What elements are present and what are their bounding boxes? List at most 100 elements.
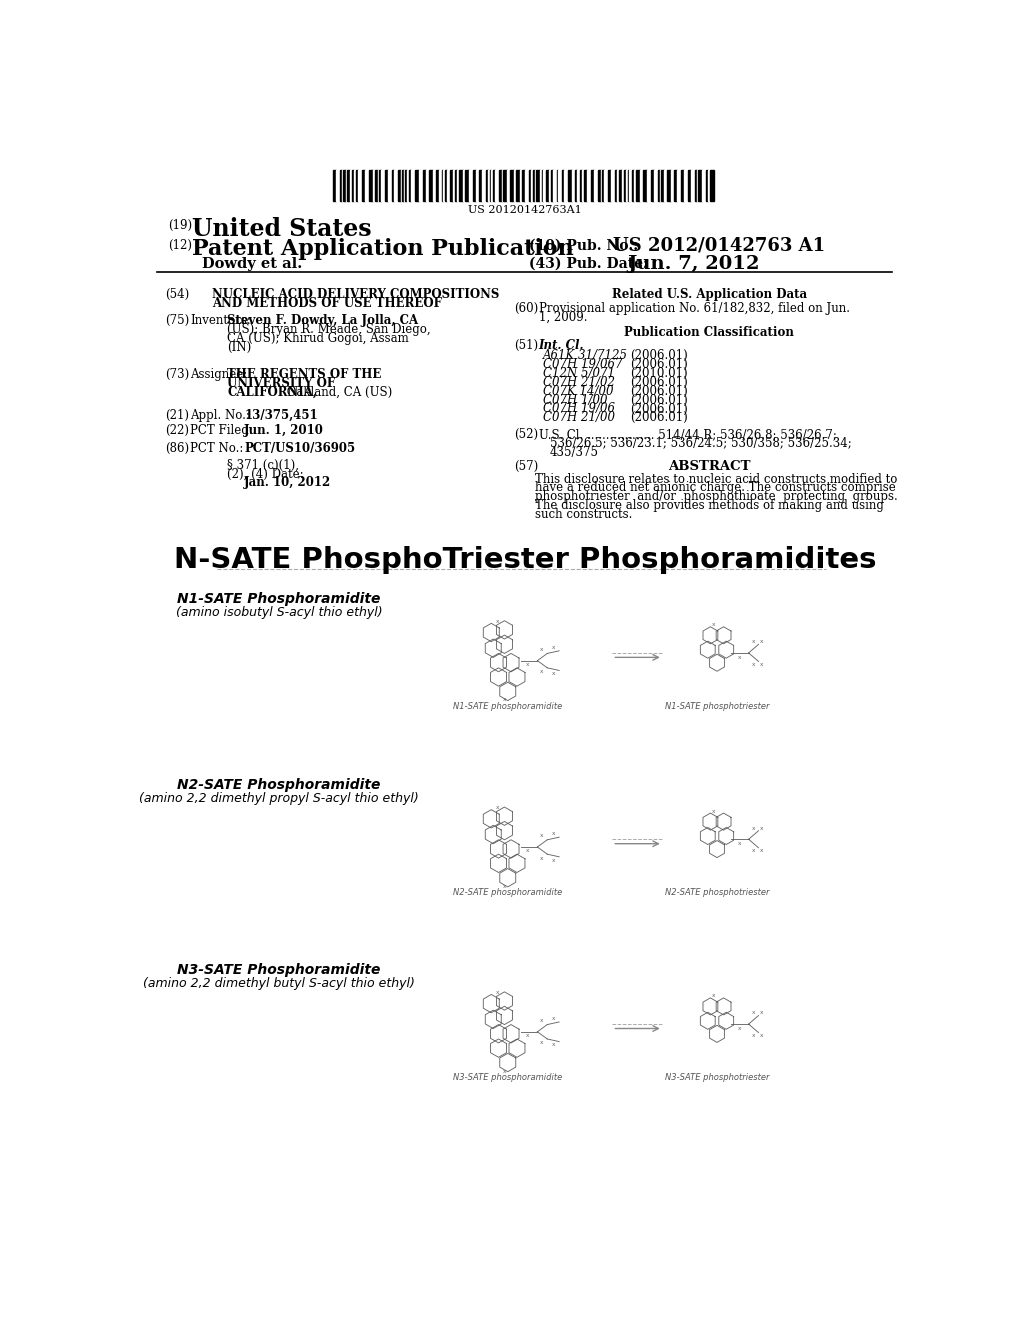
Bar [640, 170, 643, 201]
Text: N2-SATE phosphotriester: N2-SATE phosphotriester [665, 888, 769, 898]
Bar [541, 170, 542, 201]
Bar [473, 170, 476, 201]
Text: x: x [541, 1040, 544, 1045]
Text: phosphotriester  and/or  phosphothioate  protecting  groups.: phosphotriester and/or phosphothioate pr… [535, 490, 898, 503]
Bar [334, 170, 336, 201]
Text: (2006.01): (2006.01) [630, 350, 688, 363]
Bar [620, 170, 622, 201]
Bar [604, 170, 607, 201]
Bar [455, 170, 457, 201]
Text: US 20120142763A1: US 20120142763A1 [468, 205, 582, 215]
Bar [388, 170, 392, 201]
Bar [553, 170, 557, 201]
Bar [394, 170, 397, 201]
Text: (2010.01): (2010.01) [630, 367, 688, 380]
Text: Provisional application No. 61/182,832, filed on Jun.: Provisional application No. 61/182,832, … [539, 302, 850, 314]
Bar [617, 170, 620, 201]
Text: A61K 31/7125: A61K 31/7125 [543, 350, 628, 363]
Bar [601, 170, 602, 201]
Bar [558, 170, 562, 201]
Bar [627, 170, 628, 201]
Text: x: x [541, 1018, 544, 1023]
Text: Oakland, CA (US): Oakland, CA (US) [283, 385, 392, 399]
Bar [346, 170, 347, 201]
Text: x: x [760, 847, 764, 853]
Bar [407, 170, 409, 201]
Bar [587, 170, 591, 201]
Bar [662, 170, 664, 201]
Text: (22): (22) [165, 424, 189, 437]
Bar [564, 170, 568, 201]
Text: (51): (51) [514, 339, 538, 351]
Bar [546, 170, 549, 201]
Text: PCT/US10/36905: PCT/US10/36905 [245, 442, 355, 455]
Text: C07H 19/06: C07H 19/06 [543, 403, 614, 416]
Bar [500, 170, 502, 201]
Text: Appl. No.:: Appl. No.: [190, 409, 250, 421]
Bar [694, 170, 697, 201]
Text: x: x [753, 1032, 756, 1038]
Text: US 2012/0142763 A1: US 2012/0142763 A1 [613, 238, 825, 255]
Text: x: x [753, 847, 756, 853]
Bar [664, 170, 668, 201]
Text: x: x [753, 639, 756, 644]
Bar [492, 170, 493, 201]
Text: x: x [738, 655, 741, 660]
Bar [658, 170, 659, 201]
Text: (60): (60) [514, 302, 539, 314]
Bar [557, 170, 558, 201]
Bar [651, 170, 654, 201]
Bar [572, 170, 575, 201]
Bar [647, 170, 651, 201]
Bar [690, 170, 694, 201]
Bar [438, 170, 442, 201]
Bar [624, 170, 627, 201]
Bar [681, 170, 684, 201]
Bar [708, 170, 710, 201]
Text: such constructs.: such constructs. [535, 508, 632, 521]
Text: N3-SATE phosphotriester: N3-SATE phosphotriester [665, 1073, 769, 1082]
Bar [493, 170, 496, 201]
Bar [607, 170, 611, 201]
Text: Related U.S. Application Data: Related U.S. Application Data [611, 288, 807, 301]
Text: have a reduced net anionic charge. The constructs comprise: have a reduced net anionic charge. The c… [535, 482, 896, 495]
Bar [342, 170, 343, 201]
Text: (43) Pub. Date:: (43) Pub. Date: [529, 257, 648, 271]
Bar [687, 170, 690, 201]
Bar [551, 170, 553, 201]
Text: Steven F. Dowdy, La Jolla, CA: Steven F. Dowdy, La Jolla, CA [227, 314, 419, 327]
Bar [352, 170, 354, 201]
Bar [385, 170, 388, 201]
Bar [343, 170, 346, 201]
Text: x: x [552, 832, 556, 837]
Text: Int. Cl.: Int. Cl. [539, 339, 585, 351]
Text: x: x [525, 663, 529, 667]
Bar [356, 170, 358, 201]
Bar [594, 170, 598, 201]
Bar [445, 170, 447, 201]
Bar [381, 170, 385, 201]
Bar [698, 170, 702, 201]
Text: x: x [753, 1010, 756, 1015]
Bar [707, 170, 708, 201]
Bar [488, 170, 489, 201]
Bar [520, 170, 522, 201]
Text: x: x [552, 645, 556, 649]
Bar [671, 170, 674, 201]
Bar [522, 170, 525, 201]
Bar [674, 170, 678, 201]
Bar [347, 170, 350, 201]
Text: (12): (12) [168, 239, 193, 252]
Bar [340, 170, 342, 201]
Bar [409, 170, 411, 201]
Text: Inventors:: Inventors: [190, 314, 251, 327]
Text: C07H 21/02: C07H 21/02 [543, 376, 614, 389]
Text: C07H 19/067: C07H 19/067 [543, 358, 623, 371]
Text: x: x [760, 1032, 764, 1038]
Text: (2006.01): (2006.01) [630, 358, 688, 371]
Text: (19): (19) [168, 218, 193, 231]
Bar [510, 170, 514, 201]
Text: Publication Classification: Publication Classification [625, 326, 795, 339]
Bar [659, 170, 662, 201]
Bar [668, 170, 671, 201]
